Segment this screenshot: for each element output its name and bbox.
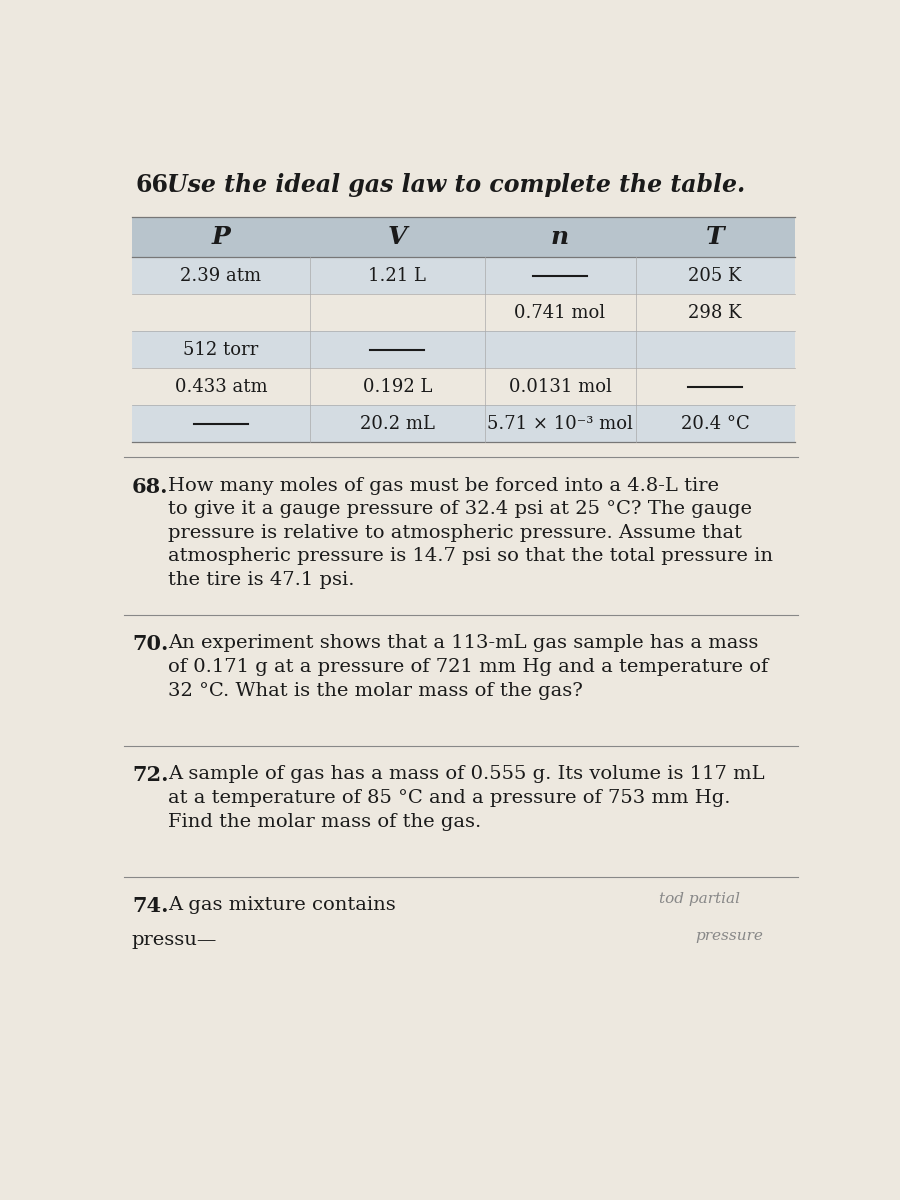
Text: P: P [212, 226, 230, 250]
Text: 1.21 L: 1.21 L [368, 266, 427, 284]
Bar [132, 294, 795, 331]
Bar [132, 217, 795, 257]
Text: 512 torr: 512 torr [184, 341, 258, 359]
Text: 74.: 74. [132, 896, 168, 917]
Text: A sample of gas has a mass of 0.555 g. Its volume is 117 mL
at a temperature of : A sample of gas has a mass of 0.555 g. I… [168, 766, 765, 830]
Text: 70.: 70. [132, 635, 168, 654]
Text: 0.741 mol: 0.741 mol [515, 304, 606, 322]
Text: How many moles of gas must be forced into a 4.8-L tire
to give it a gauge pressu: How many moles of gas must be forced int… [168, 476, 773, 589]
Text: pressu—: pressu— [132, 931, 217, 949]
Text: 20.2 mL: 20.2 mL [360, 414, 435, 432]
Text: A gas mixture contains: A gas mixture contains [168, 896, 396, 914]
Text: pressure: pressure [696, 929, 763, 943]
Bar [132, 406, 795, 442]
Text: Use the ideal gas law to complete the table.: Use the ideal gas law to complete the ta… [166, 173, 745, 197]
Text: 298 K: 298 K [688, 304, 742, 322]
Text: 68.: 68. [132, 476, 168, 497]
Text: tod partial: tod partial [659, 893, 740, 906]
Text: 66.: 66. [136, 173, 177, 197]
Text: T: T [706, 226, 724, 250]
Text: 72.: 72. [132, 766, 168, 785]
Text: 0.433 atm: 0.433 atm [175, 378, 267, 396]
Text: 20.4 °C: 20.4 °C [680, 414, 750, 432]
Bar [132, 368, 795, 406]
Text: 205 K: 205 K [688, 266, 742, 284]
Text: 0.0131 mol: 0.0131 mol [508, 378, 611, 396]
Text: V: V [388, 226, 407, 250]
Text: An experiment shows that a 113-mL gas sample has a mass
of 0.171 g at a pressure: An experiment shows that a 113-mL gas sa… [168, 635, 769, 700]
Text: n: n [551, 226, 569, 250]
Text: 0.192 L: 0.192 L [363, 378, 432, 396]
Text: 2.39 atm: 2.39 atm [180, 266, 262, 284]
Text: 5.71 × 10⁻³ mol: 5.71 × 10⁻³ mol [487, 414, 633, 432]
Bar [132, 257, 795, 294]
Bar [132, 331, 795, 368]
